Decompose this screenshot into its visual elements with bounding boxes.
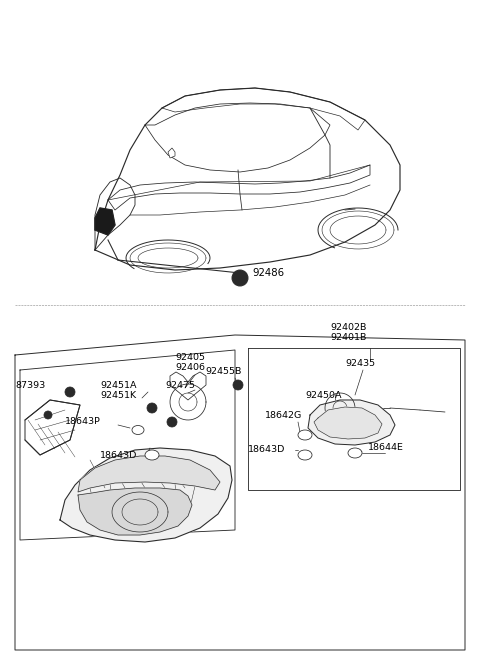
Polygon shape bbox=[314, 407, 382, 439]
Circle shape bbox=[236, 383, 240, 387]
Text: 92451A: 92451A bbox=[100, 381, 136, 390]
Text: 92406: 92406 bbox=[175, 364, 205, 373]
Circle shape bbox=[68, 390, 72, 394]
Text: 18644E: 18644E bbox=[368, 443, 404, 453]
Ellipse shape bbox=[132, 426, 144, 434]
Circle shape bbox=[236, 274, 244, 282]
Circle shape bbox=[44, 411, 52, 419]
Polygon shape bbox=[95, 208, 115, 235]
Text: 92475: 92475 bbox=[165, 381, 195, 390]
Text: 92435: 92435 bbox=[345, 358, 375, 367]
Circle shape bbox=[46, 413, 50, 417]
Circle shape bbox=[147, 403, 157, 413]
Text: 18643P: 18643P bbox=[65, 417, 101, 426]
Text: 92405: 92405 bbox=[175, 354, 205, 362]
Ellipse shape bbox=[145, 450, 159, 460]
Text: 92455B: 92455B bbox=[205, 367, 241, 377]
Polygon shape bbox=[78, 488, 192, 535]
Circle shape bbox=[150, 406, 154, 410]
Polygon shape bbox=[25, 400, 80, 455]
Polygon shape bbox=[168, 148, 175, 158]
Polygon shape bbox=[308, 400, 395, 445]
Ellipse shape bbox=[298, 450, 312, 460]
Text: 18642G: 18642G bbox=[265, 411, 302, 419]
Circle shape bbox=[65, 387, 75, 397]
Text: 92486: 92486 bbox=[252, 268, 284, 278]
Text: 87393: 87393 bbox=[15, 381, 45, 390]
Polygon shape bbox=[78, 456, 220, 492]
Circle shape bbox=[233, 380, 243, 390]
Circle shape bbox=[170, 420, 174, 424]
Circle shape bbox=[232, 270, 248, 286]
Text: 92451K: 92451K bbox=[100, 390, 136, 400]
Text: 18643D: 18643D bbox=[100, 451, 137, 460]
Ellipse shape bbox=[348, 448, 362, 458]
Text: 92401B: 92401B bbox=[330, 333, 366, 343]
Polygon shape bbox=[60, 448, 232, 542]
Text: 92402B: 92402B bbox=[330, 324, 366, 333]
Circle shape bbox=[167, 417, 177, 427]
Ellipse shape bbox=[298, 430, 312, 440]
Text: 18643D: 18643D bbox=[248, 445, 286, 455]
Text: 92450A: 92450A bbox=[305, 390, 341, 400]
